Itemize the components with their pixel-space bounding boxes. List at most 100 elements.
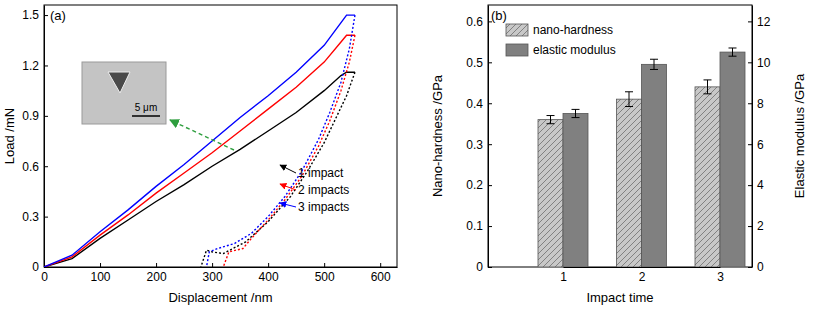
tick: 8 — [748, 97, 764, 111]
tick-label: 3 — [717, 270, 724, 284]
inset: 5 μm — [82, 62, 166, 124]
tick-label: 0 — [476, 260, 483, 274]
tick-mark — [748, 226, 752, 227]
error-cap — [704, 79, 712, 80]
tick-mark — [268, 263, 269, 267]
error-cap — [650, 69, 658, 70]
y-axis-title: Nano-hardness /GPa — [430, 74, 445, 197]
series-line — [206, 15, 354, 267]
tick-mark — [488, 185, 492, 186]
tick-mark — [380, 263, 381, 267]
y2-axis: 0 2 4 6 8 10 12 — [748, 6, 771, 275]
tick-label: 200 — [147, 270, 167, 284]
tick-mark — [488, 62, 492, 63]
panel-title: (b) — [491, 8, 507, 23]
tick-label: 0.6 — [22, 160, 39, 174]
error-bar — [704, 80, 712, 94]
label-arrow — [280, 203, 296, 207]
tick-label: 0.1 — [466, 219, 483, 233]
error-stem — [629, 92, 630, 107]
tick: 400 — [259, 263, 279, 284]
series-line — [223, 35, 355, 267]
plot-area — [538, 48, 745, 267]
tick-mark — [748, 21, 752, 22]
axis-line — [44, 6, 45, 268]
bar — [695, 87, 720, 267]
tick: 100 — [91, 263, 111, 284]
tick-mark — [100, 263, 101, 267]
tick: 200 — [147, 263, 167, 284]
legend-label: nano-hardness — [533, 23, 613, 37]
inset-arrow — [170, 120, 234, 150]
panel-title: (a) — [50, 8, 66, 23]
tick: 2 — [748, 219, 764, 233]
error-cap — [625, 91, 633, 92]
tick: 6 — [748, 138, 764, 152]
tick: 0 — [32, 260, 48, 274]
tick-label: 10 — [757, 56, 771, 70]
figure: 010020030040050060000.30.60.91.21.51 imp… — [0, 0, 816, 312]
tick: 600 — [371, 263, 391, 284]
tick: 0.3 — [22, 210, 48, 224]
legend-swatch — [506, 44, 528, 56]
tick-mark — [488, 267, 492, 268]
tick-label: 0.9 — [22, 109, 39, 123]
tick: 12 — [748, 15, 771, 29]
label-arrow — [280, 165, 296, 173]
tick: 0 — [748, 260, 764, 274]
axis-line — [45, 267, 398, 268]
tick-mark — [212, 263, 213, 267]
tick-label: 0 — [32, 260, 39, 274]
tick: 1.2 — [22, 59, 48, 73]
tick-label: 6 — [757, 138, 764, 152]
tick-label: 2 — [639, 270, 646, 284]
error-bar — [650, 59, 658, 69]
x-axis: 0100200300400500600 — [41, 263, 397, 284]
tick-label: 1.2 — [22, 59, 39, 73]
plot-frame — [44, 5, 397, 267]
legend-label: elastic modulus — [533, 43, 616, 57]
x-axis-title: Impact time — [586, 290, 653, 305]
tick-mark — [748, 62, 752, 63]
tick-label: 1.5 — [22, 8, 39, 22]
tick: 0.6 — [22, 160, 48, 174]
plot-frame — [488, 5, 752, 267]
series-label: 2 impacts — [298, 183, 349, 197]
legend-swatch — [506, 24, 528, 36]
tick-mark — [44, 217, 48, 218]
tick-mark — [748, 144, 752, 145]
tick-mark — [488, 226, 492, 227]
tick-mark — [44, 166, 48, 167]
series-label: 1 impact — [298, 166, 344, 180]
tick-label: 0 — [41, 270, 48, 284]
x-axis-title: Displacement /nm — [168, 290, 272, 305]
tick-label: 4 — [757, 178, 764, 192]
error-stem — [732, 48, 733, 56]
tick-label: 0.3 — [22, 210, 39, 224]
tick-mark — [44, 15, 48, 16]
bar — [538, 120, 563, 267]
tick-label: 0.4 — [466, 97, 483, 111]
tick-label: 1 — [560, 270, 567, 284]
bar — [563, 113, 588, 267]
bar — [617, 99, 642, 267]
y-axis-title: Load /mN — [2, 108, 17, 164]
error-cap — [650, 59, 658, 60]
tick: 0.1 — [466, 219, 492, 233]
tick: 10 — [748, 56, 771, 70]
error-stem — [654, 59, 655, 69]
label-arrow — [280, 184, 296, 190]
tick-label: 0.5 — [466, 56, 483, 70]
tick-mark — [156, 263, 157, 267]
tick-label: 300 — [203, 270, 223, 284]
tick-label: 2 — [757, 219, 764, 233]
axis-line — [752, 6, 753, 268]
tick-label: 400 — [259, 270, 279, 284]
tick-mark — [748, 267, 752, 268]
tick-label: 0.2 — [466, 178, 483, 192]
tick-label: 8 — [757, 97, 764, 111]
panel-b: 12300.10.20.30.40.50.6024681012nano-hard… — [430, 5, 807, 305]
error-stem — [575, 109, 576, 117]
error-cap — [729, 56, 737, 57]
inset-image — [82, 62, 166, 124]
